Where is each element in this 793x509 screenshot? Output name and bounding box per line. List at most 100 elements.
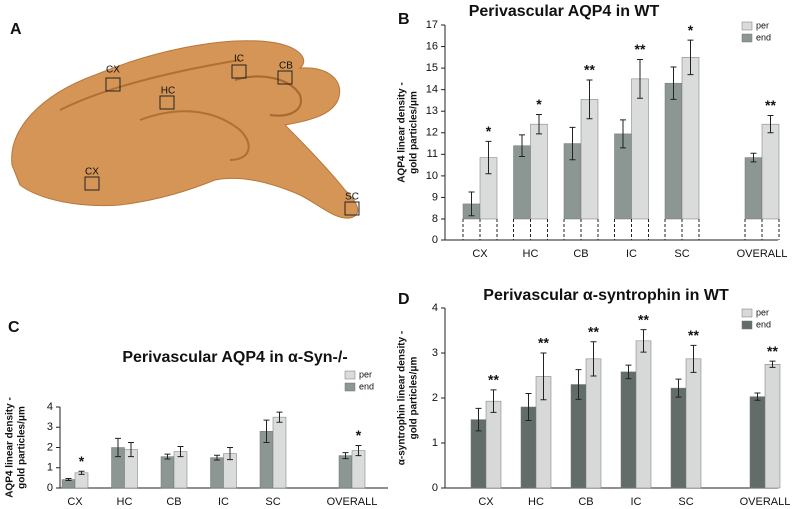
error-bar (115, 437, 121, 458)
brain-detail (59, 59, 241, 111)
region-box (84, 176, 100, 191)
y-tick-label: 2 (432, 392, 438, 404)
x-tick-label: IC (626, 248, 637, 260)
error-bar (485, 140, 492, 175)
error-bar (750, 152, 757, 163)
bar (272, 416, 287, 489)
legend-swatch (344, 370, 356, 380)
significance-label: * (486, 123, 492, 139)
y-axis-label: gold particles/μm (17, 406, 28, 489)
y-tick-label: 8 (432, 213, 438, 225)
brain-tissue (11, 40, 359, 219)
legend-swatch (741, 320, 753, 330)
error-bar (767, 115, 774, 134)
legend-swatch (741, 308, 753, 318)
y-tick-label: 3 (47, 421, 53, 433)
panel-label: C (8, 319, 20, 336)
bar (681, 57, 700, 220)
error-bar (690, 344, 697, 373)
y-tick-label: 3 (432, 347, 438, 359)
bar (635, 340, 652, 489)
legend-swatch (741, 21, 753, 31)
significance-label: ** (588, 323, 599, 339)
panel-label: D (398, 291, 410, 308)
y-axis-label: AQP4 linear density - (5, 397, 16, 498)
brain-detail (139, 110, 250, 161)
legend-swatch (344, 382, 356, 392)
bar (338, 455, 353, 489)
bar (664, 82, 683, 220)
x-tick-label: HC (523, 248, 539, 260)
y-axis-label: α-syntrophin linear density - (397, 331, 408, 466)
significance-label: * (79, 453, 85, 469)
bar (485, 400, 502, 489)
x-tick-label: SC (674, 248, 689, 260)
error-bar (468, 191, 475, 217)
y-tick-label: 1 (47, 462, 53, 474)
error-bar (569, 126, 576, 161)
error-bar (754, 392, 761, 401)
error-bar (164, 453, 171, 460)
x-tick-label: SC (265, 496, 280, 508)
region-box (344, 201, 360, 216)
y-axis-label: gold particles/μm (409, 356, 420, 439)
y-tick-label: 15 (426, 62, 438, 74)
panel-label: A (10, 21, 22, 38)
x-tick-label: OVERALL (740, 496, 791, 508)
legend-label: per (756, 20, 769, 30)
chart-title: Perivascular α-syntrophin in WT (483, 287, 729, 304)
chart-title: Perivascular AQP4 in WT (469, 3, 660, 20)
bar (749, 396, 766, 489)
x-tick-label: SC (678, 496, 693, 508)
error-bar (214, 454, 220, 461)
bar (685, 358, 702, 489)
significance-label: ** (767, 343, 778, 359)
x-tick-label: CB (573, 248, 588, 260)
y-tick-label: 0 (47, 482, 53, 494)
region-label: CX (106, 65, 120, 76)
brain-detail (234, 75, 302, 117)
x-tick-label: CB (166, 496, 181, 508)
bar (761, 123, 780, 220)
x-tick-label: IC (631, 496, 642, 508)
significance-label: * (688, 22, 694, 38)
y-tick-label: 13 (426, 105, 438, 117)
error-bar (637, 58, 643, 99)
error-bar (263, 419, 270, 443)
error-bar (475, 407, 482, 432)
x-tick-label: CX (67, 496, 83, 508)
bar (210, 457, 224, 489)
y-tick-label: 0 (432, 234, 438, 246)
y-tick-label: 9 (432, 191, 438, 203)
error-bar (575, 369, 582, 400)
bar (570, 384, 587, 489)
bar (530, 123, 548, 220)
region-box (277, 70, 293, 85)
error-bar (640, 329, 647, 353)
error-bar (227, 447, 233, 461)
y-tick-label: 4 (47, 401, 53, 413)
brain-section: CX HC IC CB CX SC (11, 40, 360, 219)
significance-label: ** (765, 97, 776, 113)
bar (764, 364, 781, 489)
region-box (105, 77, 121, 92)
significance-label: ** (635, 41, 646, 57)
bar (74, 472, 89, 489)
y-tick-label: 12 (426, 127, 438, 139)
bar (744, 157, 763, 220)
error-bar (769, 360, 776, 368)
x-tick-label: IC (218, 496, 229, 508)
error-bar (65, 477, 72, 482)
significance-label: * (356, 427, 362, 443)
region-label: SC (345, 192, 359, 203)
region-label: CX (85, 167, 99, 178)
bar (160, 456, 175, 489)
error-bar (687, 39, 694, 76)
error-bar (620, 119, 626, 149)
significance-label: ** (584, 62, 595, 78)
y-tick-label: 4 (432, 302, 438, 314)
y-tick-label: 0 (432, 482, 438, 494)
significance-label: ** (638, 311, 649, 327)
y-tick-label: 10 (426, 170, 438, 182)
